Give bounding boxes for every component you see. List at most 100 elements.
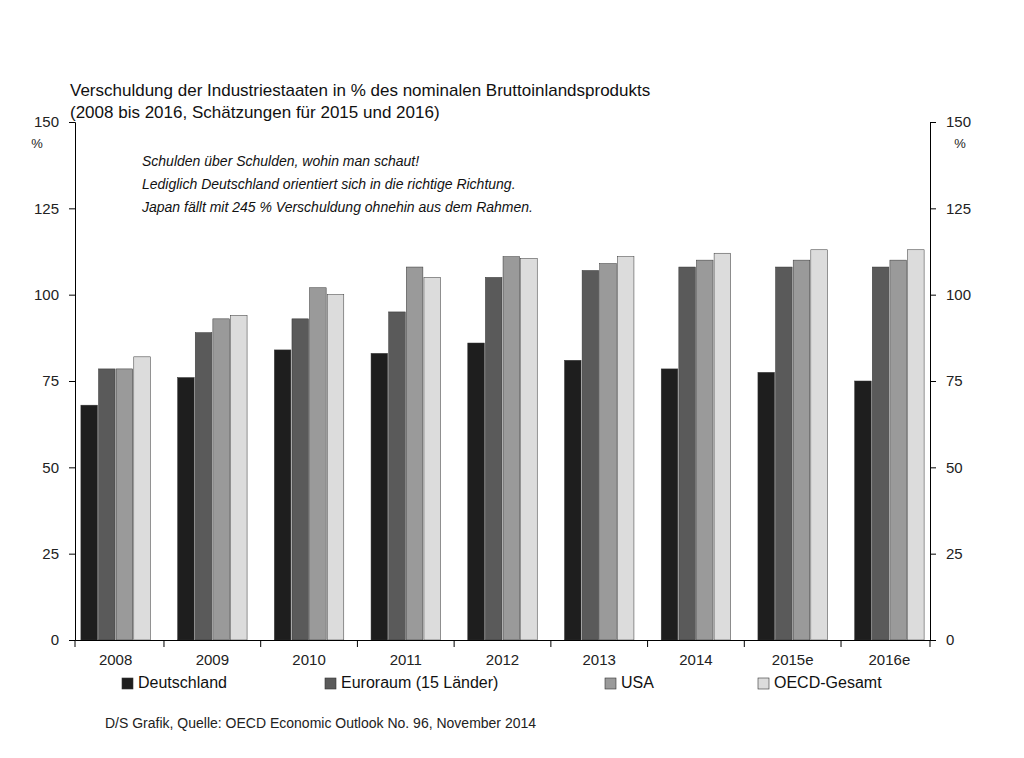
y-tick: 75 <box>42 372 75 389</box>
y-tick-label: 75 <box>42 372 59 389</box>
y2-tick-label: 125 <box>946 200 971 217</box>
legend-label: OECD-Gesamt <box>774 674 882 691</box>
y2-tick: 100 <box>930 286 971 303</box>
y-tick-label: 50 <box>42 459 59 476</box>
x-tick: 2008 <box>99 640 132 668</box>
y2-tick-label: 150 <box>946 113 971 130</box>
y2-tick: 25 <box>930 545 963 562</box>
y-tick-label: 0 <box>51 631 59 648</box>
x-tick-label: 2014 <box>679 651 712 668</box>
x-tick-label: 2012 <box>486 651 519 668</box>
bars <box>81 250 924 640</box>
y-tick-mark <box>69 554 75 555</box>
legend-item: OECD-Gesamt <box>758 674 882 691</box>
y-tick: 150 <box>34 113 75 130</box>
x-tick: 2013 <box>583 640 616 668</box>
bar <box>195 333 212 640</box>
x-tick: 2014 <box>679 640 712 668</box>
x-tick-label: 2011 <box>390 651 422 668</box>
bar <box>521 258 538 640</box>
x-tick: 2012 <box>486 640 519 668</box>
annotation: Lediglich Deutschland orientiert sich in… <box>142 176 516 192</box>
x-separator <box>550 640 551 647</box>
x-tick-label: 2015e <box>772 651 814 668</box>
y-axis: 0255075100125150 <box>34 113 76 648</box>
chart: Verschuldung der Industriestaaten in % d… <box>0 0 1024 758</box>
legend-item: USA <box>605 674 654 691</box>
legend-item: Deutschland <box>122 674 227 691</box>
x-tick-label: 2008 <box>99 651 132 668</box>
y2-axis: 0 25 50 75 100 125 150 <box>930 113 971 648</box>
y2-tick-label: 0 <box>946 631 954 648</box>
y-tick-mark <box>69 122 75 123</box>
y2-axis-line <box>931 123 937 641</box>
bar <box>81 405 98 640</box>
y-tick-mark <box>69 208 75 209</box>
bar <box>292 319 309 640</box>
y-tick: 25 <box>42 545 75 562</box>
x-tick: 2015e <box>772 640 814 668</box>
source: D/S Grafik, Quelle: OECD Economic Outloo… <box>105 715 536 731</box>
legend-swatch <box>122 678 133 689</box>
y-tick-label: 150 <box>34 113 59 130</box>
bar <box>327 295 344 640</box>
x-separators <box>75 640 930 647</box>
annotations: Schulden über Schulden, wohin man schaut… <box>141 153 533 215</box>
bar <box>855 381 872 640</box>
bar-series <box>134 250 924 640</box>
bar <box>178 378 195 640</box>
x-tick: 2009 <box>196 640 229 668</box>
y2-tick: 50 <box>930 459 963 476</box>
bar <box>582 270 599 640</box>
bar <box>485 277 502 640</box>
bar <box>371 353 388 640</box>
y2-tick-mark <box>930 640 936 641</box>
bar <box>213 319 230 640</box>
y2-tick-mark <box>930 122 936 123</box>
y-tick-label: 25 <box>42 545 59 562</box>
x-separator <box>357 640 358 647</box>
y-tick-mark <box>69 295 75 296</box>
legend-swatch <box>605 678 616 689</box>
legend-item: Euroraum (15 Länder) <box>325 674 498 691</box>
y2-tick-mark <box>930 467 936 468</box>
x-tick: 2010 <box>292 640 325 668</box>
x-separator <box>454 640 455 647</box>
annotation: Schulden über Schulden, wohin man schaut… <box>142 153 419 169</box>
y2-tick: 75 <box>930 372 963 389</box>
legend-label: Euroraum (15 Länder) <box>341 674 498 691</box>
subtitle: (2008 bis 2016, Schätzungen für 2015 und… <box>70 103 440 122</box>
x-tick: 2011 <box>390 640 422 668</box>
bar <box>406 267 423 640</box>
bar <box>617 257 634 640</box>
y-tick-label: 125 <box>34 200 59 217</box>
legend-swatch <box>758 678 769 689</box>
y2-axis-label: % <box>954 136 966 151</box>
bar <box>389 312 406 640</box>
legend-swatch <box>325 678 336 689</box>
bar <box>908 250 925 640</box>
bar-series <box>99 267 889 640</box>
x-separator <box>647 640 648 647</box>
bar <box>99 369 116 640</box>
bar <box>424 277 441 640</box>
y2-tick-mark <box>930 381 936 382</box>
bar <box>758 372 775 640</box>
x-tick-label: 2010 <box>292 651 325 668</box>
y2-tick-label: 50 <box>946 459 963 476</box>
bar <box>890 260 907 640</box>
bar <box>714 253 731 640</box>
y-tick-mark <box>69 467 75 468</box>
bar <box>661 369 678 640</box>
y2-tick-label: 25 <box>946 545 963 562</box>
bar <box>564 360 581 640</box>
x-separator <box>841 640 842 647</box>
legend: Deutschland Euroraum (15 Länder) USA OECD-G… <box>122 674 882 691</box>
y-tick: 50 <box>42 459 75 476</box>
x-tick-label: 2016e <box>869 651 911 668</box>
x-tick-label: 2013 <box>583 651 616 668</box>
y2-tick-label: 75 <box>946 372 963 389</box>
legend-label: Deutschland <box>138 674 227 691</box>
bar <box>600 264 617 640</box>
bar <box>503 257 520 640</box>
